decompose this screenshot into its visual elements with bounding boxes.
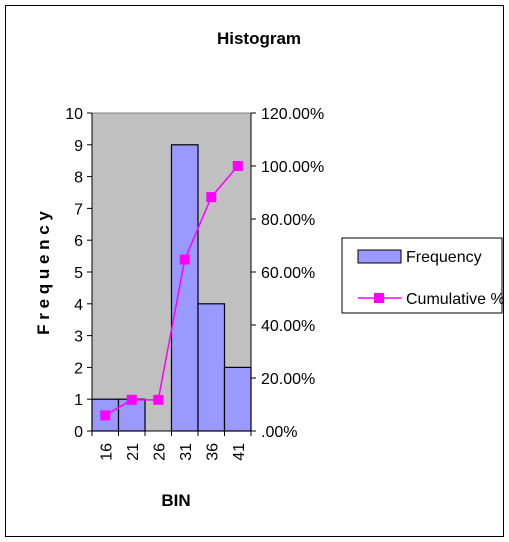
left-tick-label: 0 [74, 424, 83, 441]
right-axis: .00% 20.00% 40.00% 60.00% 80.00% 100.00% 120.0… [250, 106, 324, 441]
legend-label-cumulative: Cumulative % [406, 291, 505, 308]
x-tick-label: 21 [125, 443, 142, 461]
cumulative-point [232, 161, 243, 171]
chart-frame: Histogram 0 1 2 3 4 5 6 7 8 9 10 .00% 20.00% 40.00% 6… [5, 5, 505, 537]
x-tick-label: 26 [151, 443, 168, 461]
right-tick-label: 80.00% [261, 212, 315, 229]
left-tick-label: 4 [74, 297, 83, 314]
right-tick-label: 20.00% [261, 371, 315, 388]
histogram-chart: Histogram 0 1 2 3 4 5 6 7 8 9 10 .00% 20.00% 40.00% 6… [34, 29, 505, 510]
left-axis: 0 1 2 3 4 5 6 7 8 9 10 [65, 106, 93, 441]
right-tick-label: 120.00% [261, 106, 324, 123]
right-tick-label: .00% [261, 424, 297, 441]
left-tick-label: 8 [74, 170, 83, 187]
x-axis-title: BIN [161, 491, 190, 510]
x-axis: 16 21 26 31 36 41 [91, 430, 252, 461]
right-tick-label: 40.00% [261, 318, 315, 335]
right-tick-label: 60.00% [261, 265, 315, 282]
left-tick-label: 10 [65, 106, 83, 123]
x-tick-label: 16 [98, 443, 115, 461]
left-tick-label: 2 [74, 360, 83, 377]
frequency-bar [170, 144, 199, 432]
cumulative-point [126, 394, 137, 405]
left-tick-label: 9 [74, 138, 83, 155]
left-tick-label: 5 [74, 265, 83, 282]
cumulative-point [179, 254, 190, 265]
legend: Frequency Cumulative % [341, 237, 505, 314]
chart-title: Histogram [217, 29, 301, 48]
cumulative-line [100, 161, 243, 421]
legend-marker-cumulative [374, 293, 384, 303]
frequency-bar [197, 303, 226, 432]
cumulative-point [206, 192, 217, 203]
left-tick-label: 7 [74, 201, 83, 218]
y-axis-title: F r e q u e n c y [34, 211, 53, 335]
x-tick-label: 36 [204, 443, 221, 461]
left-tick-label: 6 [74, 233, 83, 250]
legend-swatch-frequency [357, 249, 402, 264]
left-tick-label: 1 [74, 392, 83, 409]
cumulative-point [100, 410, 111, 421]
x-tick-label: 31 [178, 443, 195, 461]
legend-label-frequency: Frequency [406, 249, 482, 266]
right-tick-label: 100.00% [261, 159, 324, 176]
cumulative-point [153, 394, 164, 405]
x-tick-label: 41 [231, 443, 248, 461]
frequency-bar [223, 366, 252, 432]
left-tick-label: 3 [74, 329, 83, 346]
